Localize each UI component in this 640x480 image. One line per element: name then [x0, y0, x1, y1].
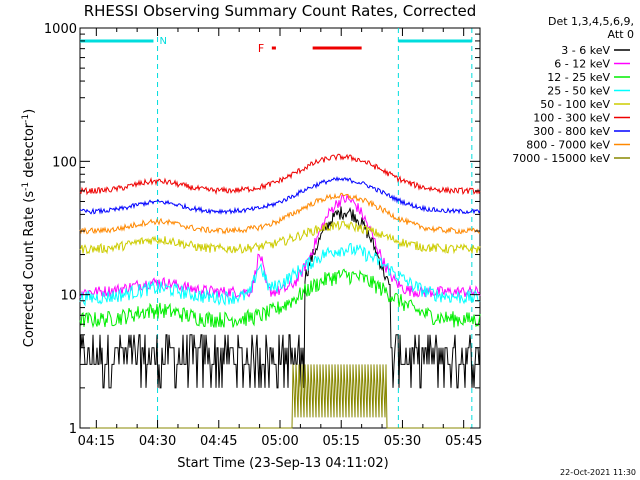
- legend-entry-label: 6 - 12 keV: [554, 58, 610, 71]
- series-line: [79, 242, 481, 307]
- x-axis: 04:15 04:30 04:45 05:00 05:15 05:30 05:45: [78, 28, 482, 449]
- x-axis-label: Start Time (23-Sep-13 04:11:02): [177, 456, 388, 471]
- y-tick-label: 1: [69, 422, 77, 437]
- series-line: [79, 153, 481, 196]
- legend-header-line-2: Att 0: [608, 28, 634, 41]
- x-tick-label: 05:45: [445, 434, 482, 449]
- y-axis: 1 10 100 1000: [44, 22, 480, 437]
- y-label-main: Corrected Count Rate (s: [22, 191, 37, 348]
- timestamp: 22-Oct-2021 11:30: [560, 468, 636, 477]
- chart-title: RHESSI Observing Summary Count Rates, Co…: [84, 2, 477, 20]
- y-label-sup1: -1: [21, 182, 31, 191]
- legend-entry-label: 800 - 7000 keV: [526, 139, 610, 152]
- x-tick-label: 04:45: [200, 434, 237, 449]
- y-label-sup2: -1: [21, 114, 31, 123]
- legend-header-line-1: Det 1,3,4,5,6,9,: [548, 15, 634, 28]
- legend-entry-label: 25 - 50 keV: [547, 85, 610, 98]
- legend-entry-label: 100 - 300 keV: [533, 112, 610, 125]
- y-tick-label: 1000: [44, 22, 77, 37]
- x-tick-label: 05:00: [261, 434, 298, 449]
- series-line: [79, 206, 481, 389]
- legend-entry-label: 50 - 100 keV: [540, 98, 610, 111]
- y-tick-label: 100: [52, 155, 77, 170]
- night-label: N: [159, 36, 166, 47]
- series-line: [79, 268, 481, 329]
- flare-label: F: [258, 42, 264, 55]
- legend-entry-label: 3 - 6 keV: [561, 44, 610, 57]
- series-line: [79, 192, 481, 235]
- x-tick-label: 05:15: [322, 434, 359, 449]
- series-line: [79, 175, 481, 215]
- y-axis-label: Corrected Count Rate (s-1 detector-1): [21, 109, 37, 347]
- series-layer: [79, 153, 481, 429]
- x-tick-label: 04:15: [78, 434, 115, 449]
- x-tick-label: 04:30: [139, 434, 176, 449]
- legend-entry-label: 300 - 800 keV: [533, 125, 610, 138]
- legend-entry-label: 7000 - 15000 keV: [512, 152, 610, 165]
- legend-entry-label: 12 - 25 keV: [547, 71, 610, 84]
- y-tick-label: 10: [60, 289, 77, 304]
- y-label-end: ): [22, 109, 37, 114]
- series-line: [79, 193, 481, 299]
- x-tick-label: 05:30: [384, 434, 421, 449]
- y-label-mid: detector: [22, 122, 37, 182]
- series-line: [79, 220, 481, 255]
